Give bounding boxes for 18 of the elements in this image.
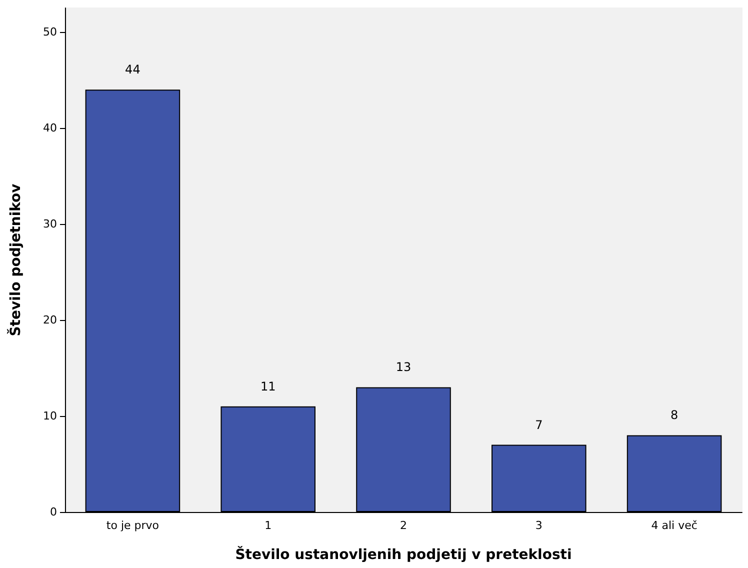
- y-tick-label: 10: [43, 410, 57, 422]
- y-tick-label: 20: [43, 314, 57, 326]
- y-tick-label: 40: [43, 122, 57, 134]
- data-label: 44: [125, 62, 140, 77]
- data-label: 11: [260, 379, 276, 394]
- y-tick-label: 0: [50, 506, 57, 518]
- x-tick-label: 1: [264, 519, 272, 532]
- x-tick-label: 4 ali več: [651, 519, 698, 532]
- y-tick-label: 30: [43, 218, 57, 230]
- data-label: 8: [670, 408, 678, 422]
- x-tick-label: 3: [535, 519, 542, 532]
- data-label: 13: [396, 360, 412, 374]
- x-tick-label: to je prvo: [106, 519, 160, 532]
- data-label: 7: [535, 418, 543, 432]
- x-axis-title: Število ustanovljenih podjetij v preteklosti: [235, 546, 572, 563]
- y-axis-title: Število podjetnikov: [7, 184, 24, 336]
- x-tick-label: 2: [400, 519, 407, 532]
- y-tick-label: 50: [43, 26, 57, 38]
